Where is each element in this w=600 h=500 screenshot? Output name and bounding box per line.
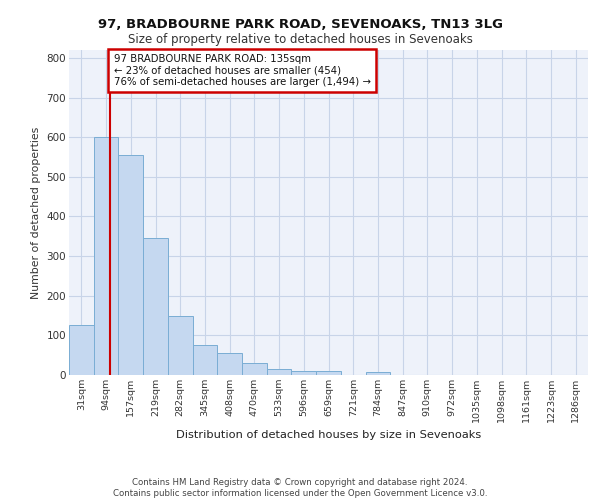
Y-axis label: Number of detached properties: Number of detached properties	[31, 126, 41, 298]
Bar	[168, 316, 193, 375]
Text: 97 BRADBOURNE PARK ROAD: 135sqm
← 23% of detached houses are smaller (454)
76% o: 97 BRADBOURNE PARK ROAD: 135sqm ← 23% of…	[113, 54, 371, 87]
Bar	[365, 372, 390, 375]
Bar	[143, 238, 168, 375]
Text: Contains HM Land Registry data © Crown copyright and database right 2024.
Contai: Contains HM Land Registry data © Crown c…	[113, 478, 487, 498]
Bar	[69, 326, 94, 375]
Bar	[94, 137, 118, 375]
Bar	[217, 353, 242, 375]
Bar	[292, 371, 316, 375]
Bar	[118, 155, 143, 375]
Bar	[316, 371, 341, 375]
X-axis label: Distribution of detached houses by size in Sevenoaks: Distribution of detached houses by size …	[176, 430, 481, 440]
Bar	[193, 346, 217, 375]
Bar	[267, 369, 292, 375]
Bar	[242, 363, 267, 375]
Text: 97, BRADBOURNE PARK ROAD, SEVENOAKS, TN13 3LG: 97, BRADBOURNE PARK ROAD, SEVENOAKS, TN1…	[97, 18, 503, 30]
Text: Size of property relative to detached houses in Sevenoaks: Size of property relative to detached ho…	[128, 32, 472, 46]
